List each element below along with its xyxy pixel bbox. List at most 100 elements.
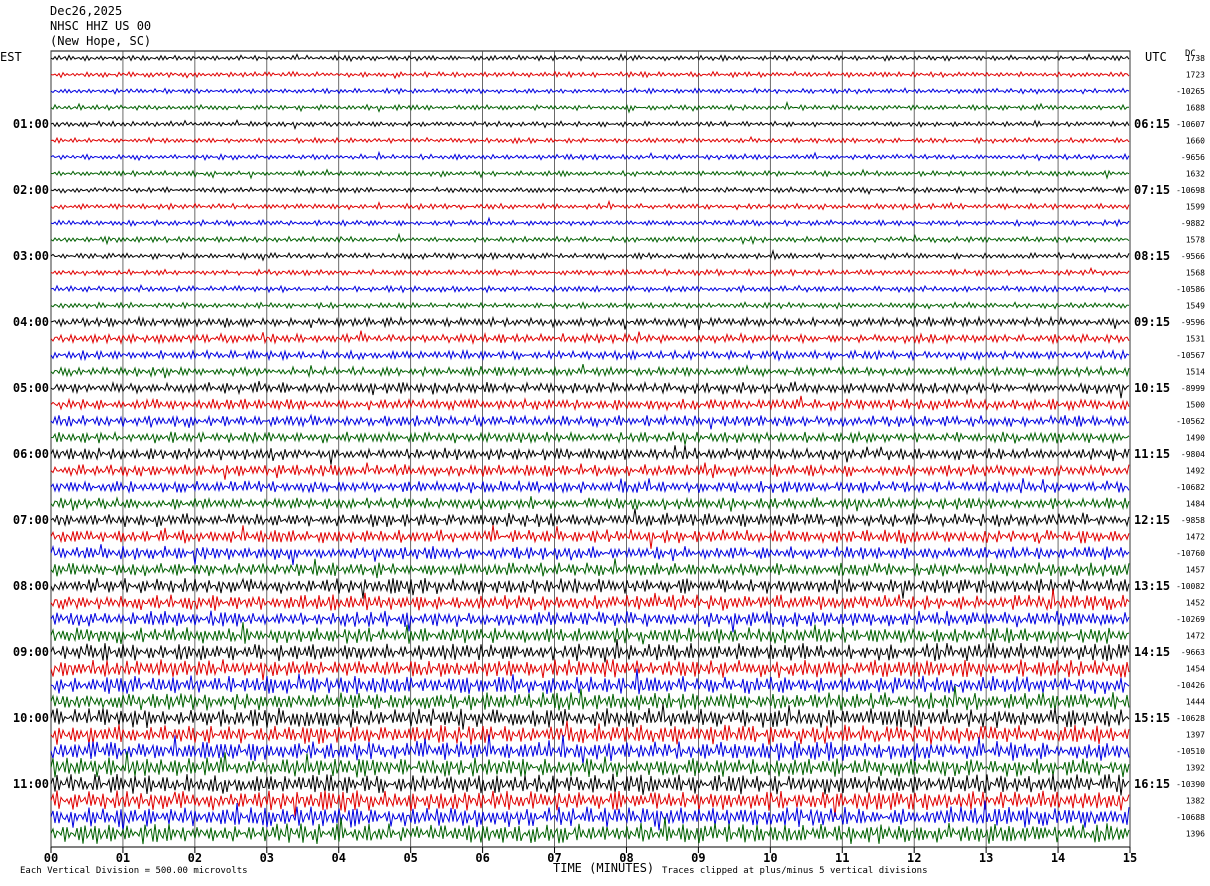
est-hour-label: 07:00	[13, 513, 49, 527]
dc-offset-label: -9596	[1181, 318, 1205, 327]
utc-hour-label: 10:15	[1134, 381, 1170, 395]
seismic-trace	[50, 703, 1130, 730]
utc-hour-label: 09:15	[1134, 315, 1170, 329]
dc-offset-label: -10082	[1176, 582, 1205, 591]
seismic-trace	[50, 53, 1130, 63]
seismic-trace	[50, 558, 1130, 579]
seismic-trace	[50, 87, 1130, 95]
dc-offset-label: 1484	[1186, 500, 1205, 509]
x-tick-label: 15	[1123, 851, 1137, 865]
dc-offset-label: 1444	[1186, 698, 1205, 707]
x-tick-label: 04	[332, 851, 346, 865]
dc-offset-label: -9882	[1181, 219, 1205, 228]
seismic-trace	[50, 508, 1130, 528]
dc-offset-label: 1397	[1186, 731, 1205, 740]
est-hour-label: 03:00	[13, 249, 49, 263]
seismic-trace	[50, 199, 1130, 211]
dc-offset-label: -9858	[1181, 516, 1205, 525]
x-tick-label: 11	[835, 851, 849, 865]
utc-hour-label: 14:15	[1134, 645, 1170, 659]
seismic-trace	[50, 315, 1130, 331]
seismic-trace	[50, 216, 1130, 228]
dc-offset-label: 1599	[1186, 203, 1205, 212]
utc-hour-label: 16:15	[1134, 777, 1170, 791]
seismic-trace	[50, 301, 1130, 310]
dc-offset-label: 1531	[1186, 335, 1205, 344]
seismic-trace	[50, 330, 1130, 345]
seismic-trace	[50, 232, 1130, 246]
seismic-trace	[50, 380, 1130, 399]
seismic-trace	[50, 800, 1130, 832]
est-hour-label: 10:00	[13, 711, 49, 725]
seismic-trace	[50, 610, 1130, 633]
seismic-trace	[50, 577, 1130, 599]
seismic-trace	[50, 266, 1130, 277]
station-code: NHSC HHZ US 00	[50, 19, 152, 33]
x-tick-label: 05	[403, 851, 417, 865]
x-tick-label: 01	[116, 851, 130, 865]
seismic-trace	[50, 70, 1130, 80]
x-tick-label: 14	[1051, 851, 1065, 865]
dc-offset-label: 1578	[1186, 236, 1205, 245]
est-hour-label: 05:00	[13, 381, 49, 395]
seismic-trace	[50, 720, 1130, 745]
dc-offset-label: 1396	[1186, 830, 1205, 839]
est-hour-label: 11:00	[13, 777, 49, 791]
dc-offset-label: 1688	[1186, 104, 1205, 113]
seismic-trace	[50, 168, 1130, 180]
seismic-trace	[50, 185, 1130, 196]
x-tick-label: 12	[907, 851, 921, 865]
seismic-trace	[50, 150, 1130, 162]
seismic-trace	[50, 659, 1130, 681]
left-timezone-label: EST	[0, 50, 22, 64]
seismic-trace	[50, 478, 1130, 494]
seismic-trace	[50, 283, 1130, 294]
dc-offset-label: -8999	[1181, 384, 1205, 393]
seismic-trace	[50, 734, 1130, 765]
dc-offset-label: 1500	[1186, 401, 1205, 410]
seismic-trace	[50, 622, 1130, 645]
seismic-trace	[50, 413, 1130, 430]
seismic-trace	[50, 430, 1130, 445]
x-tick-label: 09	[691, 851, 705, 865]
est-hour-label: 02:00	[13, 183, 49, 197]
x-tick-label: 03	[260, 851, 274, 865]
est-hour-label: 04:00	[13, 315, 49, 329]
x-tick-label: 10	[763, 851, 777, 865]
utc-hour-label: 11:15	[1134, 447, 1170, 461]
dc-offset-label: -10390	[1176, 780, 1205, 789]
plot-frame	[50, 50, 1131, 848]
est-hour-label: 09:00	[13, 645, 49, 659]
x-tick-label: 06	[475, 851, 489, 865]
dc-offset-label: 1549	[1186, 302, 1205, 311]
x-tick-label: 08	[619, 851, 633, 865]
utc-hour-label: 13:15	[1134, 579, 1170, 593]
dc-offset-label: -10426	[1176, 681, 1205, 690]
dc-offset-label: -10682	[1176, 483, 1205, 492]
dc-offset-label: 1392	[1186, 764, 1205, 773]
dc-offset-label: 1660	[1186, 137, 1205, 146]
dc-offset-label: -10510	[1176, 747, 1205, 756]
seismic-trace	[50, 119, 1130, 131]
seismic-trace	[50, 363, 1130, 379]
dc-offset-label: 1723	[1186, 71, 1205, 80]
dc-offset-heading: DC	[1185, 49, 1196, 59]
seismic-trace	[50, 751, 1130, 778]
dc-offset-label: -9663	[1181, 648, 1205, 657]
x-axis-title: TIME (MINUTES)	[553, 861, 655, 875]
dc-offset-label: -10628	[1176, 714, 1205, 723]
utc-hour-label: 07:15	[1134, 183, 1170, 197]
seismic-trace	[50, 588, 1130, 612]
dc-offset-label: 1457	[1186, 566, 1205, 575]
seismic-trace	[50, 348, 1130, 362]
seismic-trace	[50, 639, 1130, 663]
seismic-trace	[50, 790, 1130, 817]
dc-offset-label: 1382	[1186, 797, 1205, 806]
dc-offset-label: 1490	[1186, 434, 1205, 443]
est-hour-label: 01:00	[13, 117, 49, 131]
dc-offset-label: 1472	[1186, 533, 1205, 542]
dc-offset-label: 1454	[1186, 665, 1205, 674]
x-tick-label: 13	[979, 851, 993, 865]
seismic-trace	[50, 445, 1130, 465]
dc-offset-label: -10567	[1176, 351, 1205, 360]
